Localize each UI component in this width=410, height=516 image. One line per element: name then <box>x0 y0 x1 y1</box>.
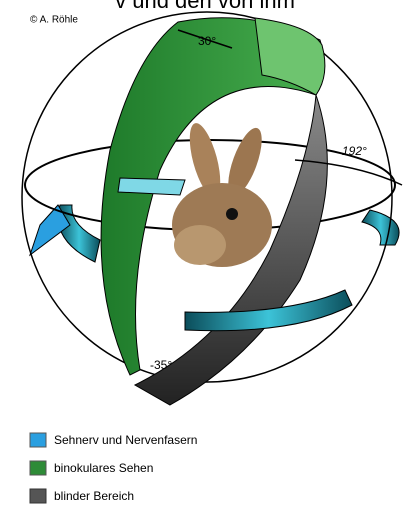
credit: © A. Röhle <box>30 15 78 26</box>
legend-label: binokulares Sehen <box>54 461 153 475</box>
angle-label: -35° <box>150 358 172 372</box>
caption: v und den von ihm <box>115 0 295 13</box>
nerve-band-right <box>362 210 399 245</box>
legend-label: Sehnerv und Nervenfasern <box>54 433 197 447</box>
illustration: v und den von ihm © A. Röhle 30° 192° <box>0 0 410 516</box>
nerve-band-back <box>118 178 185 195</box>
legend-swatch <box>30 461 46 475</box>
angle-label: 30° <box>198 34 216 48</box>
legend-label: blinder Bereich <box>54 489 134 503</box>
page: v und den von ihm © A. Röhle 30° 192° <box>0 0 410 516</box>
legend-swatch <box>30 489 46 503</box>
legend-swatch <box>30 433 46 447</box>
angle-label: 192° <box>342 144 367 158</box>
rabbit <box>172 120 272 267</box>
